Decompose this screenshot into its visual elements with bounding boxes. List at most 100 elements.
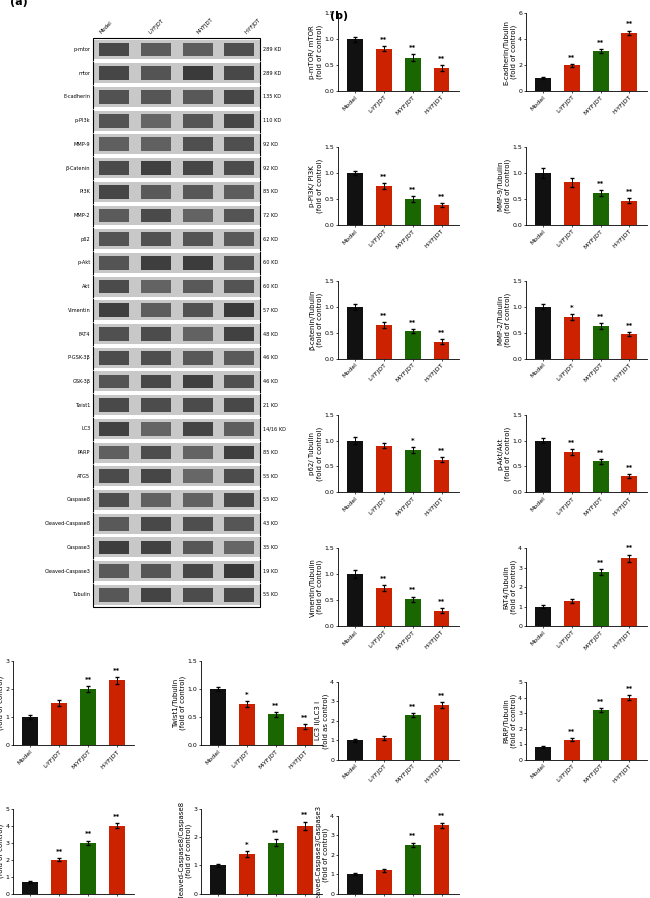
Bar: [564, 317, 580, 358]
Text: ATG5: ATG5: [77, 474, 90, 479]
Bar: [141, 422, 171, 436]
Bar: [224, 399, 254, 412]
Y-axis label: MMP-9/Tubulin
(fold of control): MMP-9/Tubulin (fold of control): [497, 159, 511, 213]
Text: Caspase3: Caspase3: [66, 545, 90, 550]
Text: 72 KD: 72 KD: [263, 213, 278, 218]
Bar: [239, 854, 255, 894]
Bar: [224, 422, 254, 436]
Y-axis label: β-catenin/Tubulin
(fold of control): β-catenin/Tubulin (fold of control): [309, 289, 323, 350]
Bar: [224, 208, 254, 223]
Bar: [94, 206, 260, 225]
Text: mtor: mtor: [78, 71, 90, 75]
Bar: [141, 114, 171, 128]
Text: **: **: [597, 559, 604, 566]
Bar: [183, 588, 213, 602]
Bar: [22, 882, 38, 894]
Bar: [434, 68, 449, 92]
Text: **: **: [380, 576, 387, 582]
Bar: [99, 564, 129, 578]
Bar: [183, 43, 213, 57]
Bar: [621, 200, 638, 224]
Bar: [347, 874, 363, 894]
Bar: [268, 842, 284, 894]
Text: GSK-3β: GSK-3β: [72, 379, 90, 384]
Text: 35 KD: 35 KD: [263, 545, 278, 550]
Bar: [99, 90, 129, 104]
Text: **: **: [568, 729, 575, 735]
Text: p-Akt: p-Akt: [77, 260, 90, 266]
Bar: [94, 181, 260, 202]
Bar: [141, 374, 171, 388]
Bar: [94, 277, 260, 296]
Y-axis label: ATG5/Tubulin
(fold of control): ATG5/Tubulin (fold of control): [0, 824, 4, 878]
Text: **: **: [438, 693, 445, 700]
Bar: [183, 137, 213, 151]
Bar: [141, 208, 171, 223]
Bar: [535, 747, 551, 760]
Text: p-mtor: p-mtor: [73, 47, 90, 52]
Text: H-YFJDT: H-YFJDT: [244, 17, 262, 35]
Bar: [224, 374, 254, 388]
Bar: [99, 304, 129, 317]
Bar: [141, 588, 171, 602]
Text: Cleaved-Caspase3: Cleaved-Caspase3: [44, 568, 90, 574]
Text: **: **: [380, 174, 387, 180]
Bar: [141, 470, 171, 483]
Text: Twist1: Twist1: [75, 402, 90, 408]
Bar: [94, 158, 260, 178]
Bar: [94, 395, 260, 415]
Text: **: **: [272, 830, 280, 836]
Bar: [224, 43, 254, 57]
Bar: [22, 718, 38, 745]
Bar: [94, 443, 260, 462]
Y-axis label: p-mTOR/ mTOR
(fold of control): p-mTOR/ mTOR (fold of control): [309, 25, 323, 79]
Bar: [94, 561, 260, 581]
Y-axis label: LC3 II/LC3 I
(fold as control): LC3 II/LC3 I (fold as control): [315, 693, 329, 749]
Text: **: **: [438, 448, 445, 454]
Bar: [405, 57, 421, 92]
Bar: [224, 588, 254, 602]
Text: **: **: [301, 715, 309, 721]
Text: **: **: [568, 55, 575, 61]
Text: **: **: [272, 702, 280, 709]
Bar: [94, 585, 260, 604]
Bar: [224, 493, 254, 506]
Text: *: *: [245, 841, 249, 848]
Text: 92 KD: 92 KD: [263, 165, 278, 171]
Bar: [94, 110, 260, 130]
Bar: [183, 162, 213, 175]
Bar: [183, 208, 213, 223]
Text: **: **: [409, 45, 416, 51]
Bar: [141, 541, 171, 554]
Text: Vimentin: Vimentin: [68, 308, 90, 313]
Text: 289 KD: 289 KD: [263, 71, 281, 75]
Text: **: **: [113, 814, 120, 820]
Bar: [99, 185, 129, 198]
Bar: [99, 66, 129, 80]
Bar: [224, 351, 254, 365]
Bar: [99, 233, 129, 246]
Text: β-Catenin: β-Catenin: [66, 165, 90, 171]
Bar: [51, 859, 67, 894]
Bar: [224, 114, 254, 128]
Bar: [224, 162, 254, 175]
Bar: [535, 607, 551, 626]
Bar: [141, 162, 171, 175]
Text: Akt: Akt: [82, 284, 90, 289]
Bar: [94, 372, 260, 392]
Bar: [593, 51, 608, 92]
Bar: [141, 233, 171, 246]
Text: Cleaved-Caspase8: Cleaved-Caspase8: [44, 521, 90, 526]
Bar: [376, 325, 392, 358]
Bar: [183, 493, 213, 506]
Text: (a): (a): [10, 0, 28, 7]
Bar: [183, 233, 213, 246]
Bar: [183, 541, 213, 554]
Text: **: **: [380, 313, 387, 320]
Text: **: **: [438, 599, 445, 605]
Bar: [224, 445, 254, 460]
Bar: [99, 470, 129, 483]
Bar: [621, 334, 638, 358]
Bar: [621, 558, 638, 626]
Text: MMP-2: MMP-2: [74, 213, 90, 218]
